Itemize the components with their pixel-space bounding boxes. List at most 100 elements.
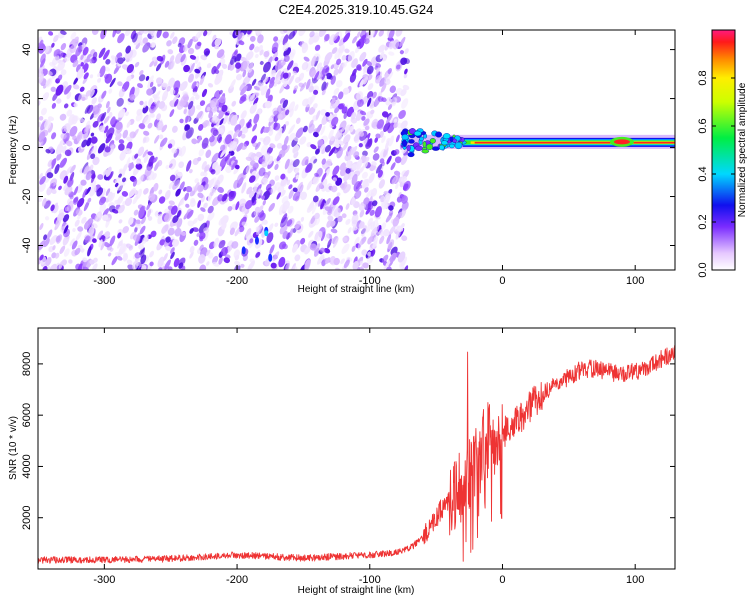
noise-speck: [321, 81, 327, 92]
noise-speck: [320, 198, 325, 210]
noise-speck: [314, 172, 320, 178]
noise-speck: [231, 241, 239, 249]
noise-speck: [114, 199, 121, 205]
noise-speck: [154, 100, 161, 110]
noise-speck: [229, 140, 237, 151]
noise-speck: [103, 49, 110, 60]
noise-speck: [142, 149, 148, 158]
noise-speck: [59, 157, 68, 168]
noise-speck: [391, 175, 399, 185]
noise-speck: [289, 228, 294, 238]
noise-speck: [220, 215, 229, 225]
noise-speck: [377, 96, 384, 103]
noise-speck: [126, 75, 132, 82]
noise-speck: [263, 61, 271, 73]
noise-speck: [282, 99, 289, 109]
noise-speck: [66, 91, 72, 100]
noise-speck: [149, 250, 155, 258]
noise-hotspot: [268, 253, 273, 262]
noise-speck: [324, 206, 332, 212]
colorbar-tick-label: 0.0: [697, 262, 709, 277]
noise-speck: [38, 68, 44, 78]
noise-speck: [66, 109, 73, 117]
noise-speck: [255, 92, 260, 97]
noise-speck: [104, 232, 110, 242]
noise-speck: [56, 142, 62, 150]
noise-speck: [49, 234, 58, 245]
noise-speck: [334, 48, 341, 60]
noise-speck: [107, 252, 112, 257]
noise-speck: [254, 53, 259, 59]
noise-speck: [392, 216, 400, 227]
noise-speck: [169, 236, 175, 241]
noise-speck: [304, 245, 312, 255]
noise-speck: [313, 71, 320, 81]
noise-speck: [321, 259, 327, 267]
noise-speck: [74, 219, 80, 227]
noise-speck: [38, 131, 46, 143]
noise-speck: [163, 253, 168, 261]
noise-speck: [286, 179, 291, 186]
noise-speck: [356, 40, 361, 47]
track-dispersed-speck: [414, 145, 423, 151]
noise-speck: [361, 225, 368, 237]
noise-speck: [81, 162, 89, 173]
noise-speck: [103, 125, 109, 134]
noise-speck: [327, 237, 333, 245]
noise-speck: [97, 174, 104, 180]
noise-speck: [196, 41, 202, 47]
noise-speck: [89, 89, 95, 98]
noise-speck: [295, 117, 301, 125]
noise-speck: [122, 253, 128, 262]
noise-speck: [282, 34, 289, 46]
noise-speck: [308, 34, 316, 45]
noise-speck: [234, 260, 241, 266]
colorbar-ticks: 0.0 0.2 0.4 0.6 0.8: [697, 70, 735, 278]
noise-speck: [362, 64, 369, 75]
noise-speck: [240, 143, 247, 150]
noise-speck: [369, 30, 376, 39]
noise-speck: [269, 244, 275, 255]
noise-speck: [102, 208, 110, 217]
noise-speck: [79, 86, 85, 92]
noise-speck: [178, 262, 184, 269]
noise-speck: [183, 44, 189, 52]
noise-speck: [101, 90, 107, 99]
noise-speck: [308, 85, 315, 93]
noise-speck: [266, 232, 274, 244]
track-dispersed-speck: [452, 138, 457, 144]
noise-speck: [238, 225, 245, 233]
noise-speck: [136, 232, 141, 243]
noise-speck: [253, 156, 259, 161]
noise-speck: [310, 69, 317, 78]
noise-speck: [391, 101, 396, 107]
noise-speck: [108, 88, 113, 94]
noise-speck: [324, 257, 331, 265]
noise-speck: [216, 134, 222, 142]
noise-speck: [98, 125, 106, 133]
noise-speck: [390, 162, 396, 171]
noise-speck: [257, 205, 264, 213]
noise-speck: [201, 88, 208, 98]
noise-speck: [345, 159, 351, 167]
noise-speck: [362, 178, 369, 189]
noise-speck: [353, 134, 360, 142]
noise-speck: [67, 200, 74, 212]
noise-speck: [203, 183, 209, 191]
noise-speck: [401, 195, 408, 204]
noise-speck: [178, 161, 185, 169]
noise-speck: [87, 246, 92, 257]
noise-speck: [48, 246, 54, 253]
noise-speck: [226, 244, 233, 253]
noise-speck: [347, 146, 354, 158]
noise-speck: [206, 106, 211, 112]
noise-speck: [133, 209, 139, 216]
noise-speck: [332, 31, 339, 42]
noise-speck: [294, 220, 301, 230]
noise-speck: [278, 127, 283, 136]
noise-speck: [199, 264, 207, 270]
noise-speck: [69, 238, 75, 247]
noise-speck: [351, 68, 357, 77]
noise-speck: [383, 228, 390, 237]
